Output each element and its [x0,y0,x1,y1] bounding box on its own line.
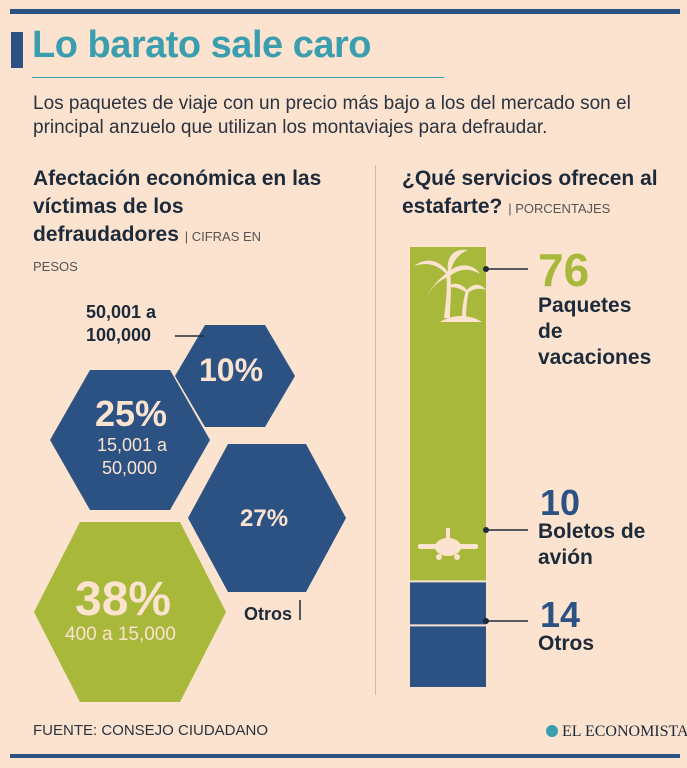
hex-25-pct: 25% [95,393,168,434]
brand-name: EL ECONOMISTA [562,723,687,740]
hex-38 [34,522,226,702]
bar-10-label-1: Boletos de [538,520,646,543]
right-chart-heading: ¿Qué servicios ofrecen al estafarte? | P… [402,165,682,223]
bar-segment-14 [410,625,486,687]
title-underline [32,77,444,78]
bar-leader-dot-10 [483,527,489,533]
title-accent-bar [11,32,23,68]
bar-10-value: 10 [540,482,581,523]
bar-76-label-1: Paquetes [538,294,632,317]
hex-10-range-line2: 100,000 [86,325,152,345]
airplane-icon [418,528,478,560]
hex-25 [50,370,210,510]
brand-logo: EL ECONOMISTA [546,723,687,741]
brand-icon [546,725,558,737]
right-chart-unit: | PORCENTAJES [508,201,611,216]
bar-14-label: Otros [538,632,595,655]
source-note: FUENTE: CONSEJO CIUDADANO [33,722,269,739]
hex-38-pct: 38% [75,573,172,626]
hex-10 [175,325,295,427]
bar-14-value: 14 [540,594,581,635]
page-subtitle: Los paquetes de viaje con un precio más … [33,93,631,138]
column-divider [375,165,376,695]
bar-10-label-2: avión [538,546,593,569]
hex-25-range-line1: 15,001 a [97,435,168,455]
bar-76-value: 76 [538,244,590,296]
bar-76-label-3: vacaciones [538,346,652,369]
right-chart-title: ¿Qué servicios ofrecen al estafarte? [402,167,658,218]
hex-25-range-line2: 50,000 [102,458,158,478]
hex-27-pct: 27% [240,505,289,532]
hex-27-range: Otros [244,604,293,624]
hex-27 [188,444,346,592]
bar-leader-dot-76 [483,266,489,272]
hex-10-pct: 10% [199,352,264,388]
left-chart-title: Afectación económica en las víctimas de … [33,167,322,246]
hex-10-range-line1: 50,001 a [86,302,157,322]
bar-76-label-2: de [538,320,563,343]
left-chart-unit: | CIFRAS EN [184,229,262,244]
hex-38-range: 400 a 15,000 [65,624,176,645]
bar-leader-dot-14 [483,618,489,624]
bottom-rule [10,754,680,758]
left-chart-unit-cont: PESOS [33,259,78,274]
bar-segment-10 [410,581,486,626]
page-title: Lo barato sale caro [32,24,371,66]
left-chart-heading: Afectación económica en las víctimas de … [33,165,333,251]
palm-tree-icon [414,249,486,322]
top-rule [10,9,680,14]
